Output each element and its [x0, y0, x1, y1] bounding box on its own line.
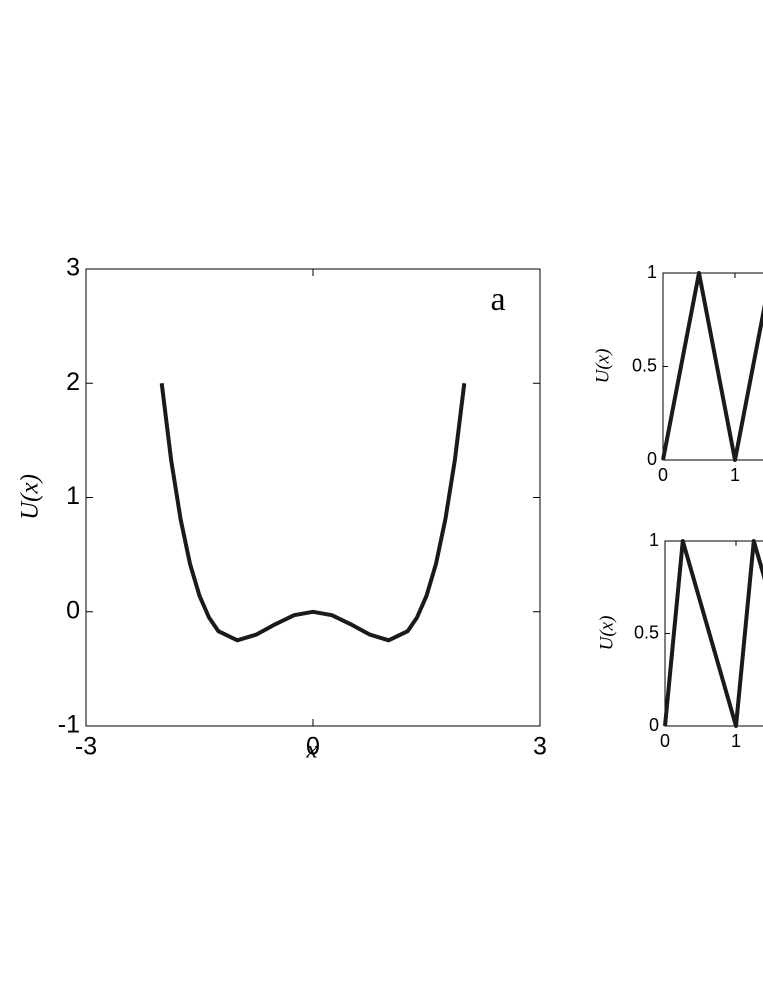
y-tick-label: 1 [647, 262, 657, 282]
x-axis-label: x [305, 737, 317, 764]
y-tick-label: 3 [66, 254, 80, 282]
y-axis-label: U(x) [17, 474, 44, 520]
plot-frame [85, 268, 541, 727]
y-tick-label: 0.5 [632, 355, 657, 375]
panel-label: a [490, 281, 505, 318]
data-line [159, 383, 467, 643]
y-tick-label: -1 [58, 711, 80, 739]
data-line [661, 271, 763, 462]
x-tick-label: 3 [533, 733, 547, 761]
y-tick-label: 1 [66, 482, 80, 510]
x-tick-label: 0 [660, 731, 670, 751]
x-tick-label: 0 [306, 733, 320, 761]
y-axis-label: U(x) [592, 349, 613, 384]
y-tick-label: 0 [649, 715, 659, 735]
y-tick-label: 1 [649, 530, 659, 550]
data-line [663, 539, 763, 728]
y-tick-label: 0.5 [634, 622, 659, 642]
x-tick-label: 1 [731, 731, 741, 751]
y-tick-label: 2 [66, 368, 80, 396]
plot-frame [662, 272, 763, 461]
y-tick-label: 0 [647, 449, 657, 469]
y-tick-label: 0 [66, 596, 80, 624]
x-tick-label: 1 [730, 465, 740, 485]
y-axis-label: U(x) [596, 616, 617, 651]
x-tick-label: 0 [658, 465, 668, 485]
x-tick-label: -3 [75, 733, 97, 761]
